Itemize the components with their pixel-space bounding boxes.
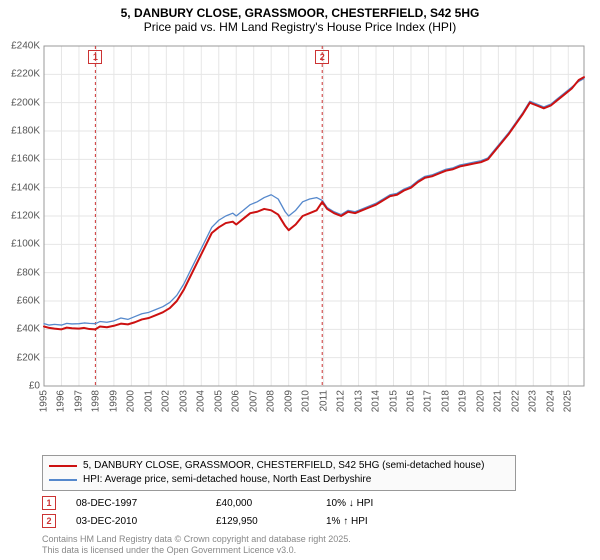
sale-events-table: 108-DEC-1997£40,00010% ↓ HPI203-DEC-2010…: [42, 494, 446, 530]
y-axis-tick-label: £0: [0, 381, 40, 392]
chart-svg: [42, 40, 590, 420]
y-axis-tick-label: £240K: [0, 41, 40, 52]
copyright-line-2: This data is licensed under the Open Gov…: [42, 545, 351, 556]
legend-swatch-red: [49, 465, 77, 467]
x-axis-tick-label: 1998: [91, 390, 102, 412]
x-axis-tick-label: 2000: [126, 390, 137, 412]
x-axis-tick-label: 2021: [493, 390, 504, 412]
x-axis-tick-label: 2004: [196, 390, 207, 412]
sale-row-1: 108-DEC-1997£40,00010% ↓ HPI: [42, 494, 446, 512]
sale-diff: 1% ↑ HPI: [326, 516, 446, 527]
x-axis-tick-label: 2016: [405, 390, 416, 412]
y-axis-tick-label: £200K: [0, 97, 40, 108]
y-axis-tick-label: £180K: [0, 126, 40, 137]
y-axis-tick-label: £100K: [0, 239, 40, 250]
x-axis-tick-label: 2003: [178, 390, 189, 412]
sale-date: 03-DEC-2010: [56, 516, 216, 527]
x-axis-tick-label: 2024: [545, 390, 556, 412]
x-axis-tick-label: 2005: [213, 390, 224, 412]
legend-swatch-blue: [49, 479, 77, 481]
x-axis-tick-label: 2018: [440, 390, 451, 412]
x-axis-tick-label: 2013: [353, 390, 364, 412]
y-axis-tick-label: £80K: [0, 267, 40, 278]
x-axis-tick-label: 2008: [266, 390, 277, 412]
chart-legend: 5, DANBURY CLOSE, GRASSMOOR, CHESTERFIEL…: [42, 455, 516, 491]
sale-row-marker: 1: [42, 496, 56, 510]
sale-price: £129,950: [216, 516, 326, 527]
x-axis-tick-label: 1995: [39, 390, 50, 412]
x-axis-tick-label: 1996: [56, 390, 67, 412]
x-axis-tick-label: 2001: [143, 390, 154, 412]
sale-diff: 10% ↓ HPI: [326, 498, 446, 509]
sale-price: £40,000: [216, 498, 326, 509]
chart-title-subtitle: Price paid vs. HM Land Registry's House …: [0, 20, 600, 38]
legend-label-blue: HPI: Average price, semi-detached house,…: [83, 473, 371, 487]
y-axis-tick-label: £220K: [0, 69, 40, 80]
x-axis-tick-label: 2011: [318, 390, 329, 412]
copyright-notice: Contains HM Land Registry data © Crown c…: [42, 534, 351, 556]
copyright-line-1: Contains HM Land Registry data © Crown c…: [42, 534, 351, 545]
chart-title-address: 5, DANBURY CLOSE, GRASSMOOR, CHESTERFIEL…: [0, 0, 600, 20]
y-axis-tick-label: £20K: [0, 352, 40, 363]
x-axis-tick-label: 2022: [510, 390, 521, 412]
x-axis-tick-label: 2009: [283, 390, 294, 412]
chart-plot-area: [42, 40, 590, 420]
x-axis-tick-label: 2006: [231, 390, 242, 412]
x-axis-tick-label: 2015: [388, 390, 399, 412]
sale-row-marker: 2: [42, 514, 56, 528]
x-axis-tick-label: 2025: [563, 390, 574, 412]
sale-date: 08-DEC-1997: [56, 498, 216, 509]
x-axis-tick-label: 2017: [423, 390, 434, 412]
y-axis-tick-label: £60K: [0, 296, 40, 307]
y-axis-tick-label: £40K: [0, 324, 40, 335]
sale-marker-2: 2: [315, 50, 329, 64]
y-axis-tick-label: £140K: [0, 182, 40, 193]
sale-row-2: 203-DEC-2010£129,9501% ↑ HPI: [42, 512, 446, 530]
x-axis-tick-label: 2019: [458, 390, 469, 412]
y-axis-tick-label: £160K: [0, 154, 40, 165]
x-axis-tick-label: 2012: [336, 390, 347, 412]
x-axis-tick-label: 2002: [161, 390, 172, 412]
x-axis-tick-label: 2023: [528, 390, 539, 412]
x-axis-tick-label: 2014: [371, 390, 382, 412]
sale-marker-1: 1: [88, 50, 102, 64]
x-axis-tick-label: 2020: [475, 390, 486, 412]
x-axis-tick-label: 1997: [73, 390, 84, 412]
legend-row-series-blue: HPI: Average price, semi-detached house,…: [49, 473, 509, 487]
x-axis-tick-label: 2010: [301, 390, 312, 412]
legend-row-series-red: 5, DANBURY CLOSE, GRASSMOOR, CHESTERFIEL…: [49, 459, 509, 473]
y-axis-tick-label: £120K: [0, 211, 40, 222]
legend-label-red: 5, DANBURY CLOSE, GRASSMOOR, CHESTERFIEL…: [83, 459, 484, 473]
x-axis-tick-label: 1999: [108, 390, 119, 412]
x-axis-tick-label: 2007: [248, 390, 259, 412]
